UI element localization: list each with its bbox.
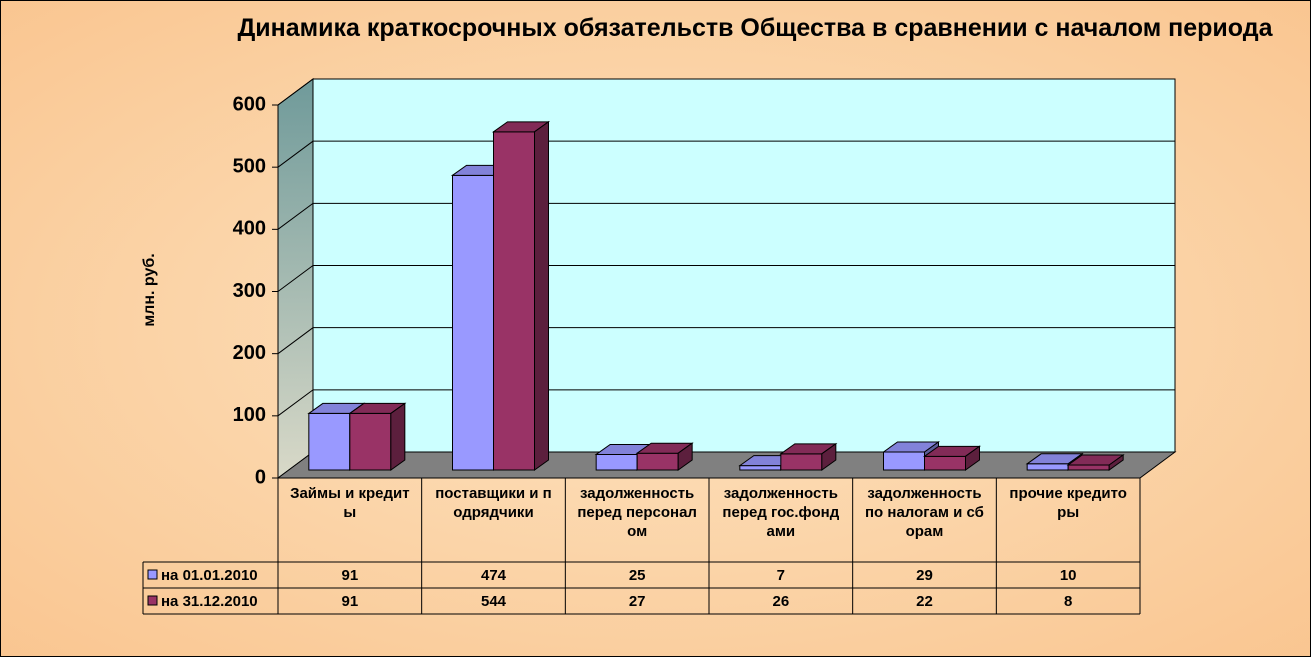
y-tick-label: 200 — [233, 342, 266, 364]
grid-line — [277, 389, 1175, 417]
table-value: 27 — [629, 593, 646, 610]
bar-front — [493, 131, 535, 471]
category-cell: задолженность перед персоналом — [577, 485, 697, 540]
title-box: Динамика краткосрочных обязательств Обще… — [237, 14, 1273, 42]
grid-line — [277, 265, 1175, 292]
bar-front — [739, 465, 782, 471]
bar — [922, 445, 982, 471]
bar-front — [452, 174, 494, 471]
table-value: 25 — [629, 567, 646, 584]
bar-front — [883, 451, 925, 471]
x-tick-label: прочие кредиторы — [1009, 485, 1127, 521]
bar-front — [349, 412, 392, 471]
table-value: 29 — [916, 567, 933, 584]
bar-front — [636, 452, 679, 471]
table-value: 22 — [916, 593, 933, 610]
category-cell: задолженность перед гос.фондами — [722, 485, 840, 540]
y-tick-label: 0 — [255, 466, 266, 488]
bar-side — [965, 445, 980, 471]
bar-side — [821, 442, 837, 471]
bar-front — [1026, 463, 1069, 471]
grid-line — [277, 202, 1175, 230]
table-value: 26 — [772, 593, 789, 610]
x-tick-label: задолженность перед гос.фондами — [722, 485, 840, 540]
bar-side — [1108, 454, 1124, 471]
legend-label: на 31.12.2010 — [161, 593, 258, 610]
category-cell: прочие кредиторы — [1009, 485, 1127, 521]
y-tick-label: 600 — [233, 93, 266, 115]
grid-line — [277, 327, 1175, 355]
bar-front — [924, 455, 966, 471]
bar-side — [534, 120, 549, 471]
x-tick-label: задолженность по налогам и сборам — [865, 485, 984, 540]
bar-front — [1067, 464, 1110, 471]
y-tick-label: 300 — [233, 280, 266, 302]
table-value: 91 — [341, 593, 358, 610]
chart-title: Динамика краткосрочных обязательств Обще… — [237, 14, 1273, 42]
grid-line — [277, 140, 1175, 168]
category-cell: Займы и кредиты — [290, 485, 410, 521]
bar — [1066, 454, 1125, 471]
legend-label: на 01.01.2010 — [161, 567, 258, 584]
table-value: 474 — [481, 567, 507, 584]
legend-swatch — [147, 569, 158, 580]
table-value: 91 — [341, 567, 358, 584]
bar-front — [780, 453, 823, 471]
table-value: 10 — [1060, 567, 1077, 584]
bar-side — [677, 442, 693, 471]
table-value: 8 — [1064, 593, 1072, 610]
category-cell: задолженность по налогам и сборам — [865, 485, 984, 540]
bar — [491, 120, 551, 471]
x-tick-label: Займы и кредиты — [290, 485, 410, 521]
y-tick-label: 500 — [233, 155, 266, 177]
grid-line — [277, 78, 1175, 106]
legend-swatch — [147, 595, 158, 606]
y-axis-label: млн. руб. — [141, 253, 158, 326]
table-value: 7 — [777, 567, 785, 584]
bar — [635, 442, 694, 471]
table-value: 544 — [481, 593, 507, 610]
bar-side — [390, 402, 406, 471]
category-cell: поставщики и подрядчики — [435, 485, 552, 521]
bar — [348, 402, 407, 471]
bar-front — [308, 412, 351, 471]
y-tick-label: 100 — [233, 404, 266, 426]
x-tick-label: поставщики и подрядчики — [435, 485, 552, 521]
bar — [779, 442, 838, 471]
bar-front — [595, 453, 638, 471]
y-tick-label: 400 — [233, 218, 266, 240]
x-tick-label: задолженность перед персоналом — [577, 485, 697, 540]
